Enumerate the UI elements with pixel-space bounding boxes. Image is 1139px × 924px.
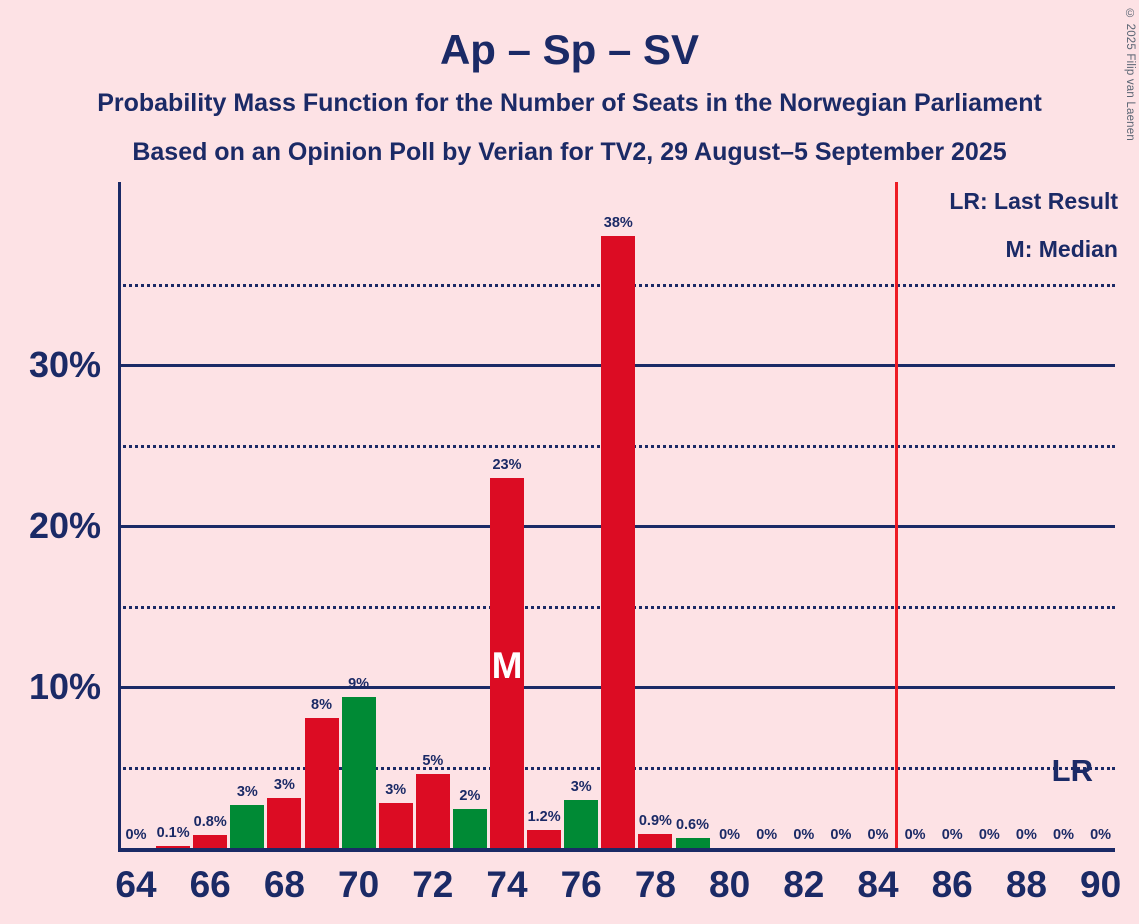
bar-label-seat-69: 8%	[311, 696, 332, 713]
median-marker: M	[491, 645, 523, 686]
bar-seat-67	[230, 804, 265, 848]
bar-seat-78	[638, 833, 673, 848]
x-tick-72: 72	[412, 864, 454, 905]
chart-title: Ap – Sp – SV	[439, 26, 700, 73]
y-axis	[118, 182, 121, 851]
bar-label-seat-76: 3%	[570, 778, 592, 795]
bar-seat-70	[341, 696, 376, 848]
x-tick-88: 88	[1005, 864, 1047, 905]
x-tick-86: 86	[931, 864, 973, 905]
x-tick-84: 84	[857, 864, 899, 905]
y-tick-30pct: 30%	[28, 344, 101, 385]
bar-seat-69	[304, 717, 339, 848]
bar-label-seat-66: 0.8%	[193, 814, 227, 831]
bar-label-seat-83: 0%	[830, 827, 852, 843]
x-tick-68: 68	[263, 864, 305, 905]
bar-label-seat-85: 0%	[904, 827, 926, 843]
bar-label-seat-80: 0%	[719, 827, 741, 843]
x-tick-76: 76	[560, 864, 602, 905]
bar-label-seat-68: 3%	[273, 777, 295, 794]
copyright-notice: © 2025 Filip van Laenen	[1124, 8, 1136, 141]
bar-label-seat-73: 2%	[459, 788, 481, 805]
x-axis	[118, 848, 1115, 852]
bar-label-seat-90: 0%	[1090, 827, 1112, 843]
last-result-label: LR	[1051, 753, 1093, 788]
bar-seat-72	[415, 773, 450, 848]
bar-label-seat-75: 1.2%	[527, 809, 561, 826]
bar-label-seat-77: 38%	[603, 215, 633, 232]
bar-seat-73	[452, 809, 487, 848]
legend-median: M: Median	[1005, 236, 1118, 262]
y-tick-20pct: 20%	[28, 505, 101, 546]
bar-label-seat-79: 0.6%	[675, 817, 710, 834]
legend-last-result: LR: Last Result	[949, 188, 1118, 214]
x-tick-82: 82	[783, 864, 825, 905]
x-tick-64: 64	[115, 864, 157, 905]
x-tick-70: 70	[338, 864, 380, 905]
y-tick-10pct: 10%	[28, 666, 101, 707]
bar-label-seat-81: 0%	[756, 827, 778, 843]
bar-label-seat-82: 0%	[793, 827, 815, 843]
bar-label-seat-78: 0.9%	[638, 812, 672, 829]
bar-seat-79	[675, 838, 710, 848]
bar-seat-77	[601, 236, 636, 848]
bar-label-seat-89: 0%	[1053, 827, 1074, 843]
bar-seat-71	[378, 802, 413, 848]
chart-source-line: Based on an Opinion Poll by Verian for T…	[132, 138, 1007, 166]
bar-label-seat-74: 23%	[492, 456, 522, 473]
x-tick-66: 66	[189, 864, 231, 905]
bar-label-seat-70: 9%	[348, 675, 370, 692]
bar-label-seat-72: 5%	[422, 752, 444, 769]
chart-subtitle: Probability Mass Function for the Number…	[97, 89, 1042, 117]
bar-seat-66	[193, 835, 228, 848]
bar-label-seat-88: 0%	[1015, 827, 1037, 843]
bar-seat-75	[527, 830, 562, 848]
bar-seat-65	[156, 846, 191, 848]
bar-label-seat-64: 0%	[125, 827, 147, 843]
bar-seat-76	[564, 799, 599, 848]
bar-label-seat-67: 3%	[236, 783, 258, 800]
last-result-line	[895, 182, 899, 848]
bar-label-seat-84: 0%	[867, 827, 889, 843]
x-tick-80: 80	[709, 864, 751, 905]
bar-seat-68	[267, 798, 302, 848]
bar-label-seat-86: 0%	[941, 827, 963, 843]
bar-label-seat-71: 3%	[385, 781, 407, 798]
bar-seat-74	[490, 477, 524, 848]
bar-label-seat-65: 0.1%	[156, 825, 190, 842]
x-tick-74: 74	[486, 864, 528, 905]
x-tick-90: 90	[1080, 864, 1122, 905]
x-tick-78: 78	[634, 864, 676, 905]
bar-label-seat-87: 0%	[978, 827, 1000, 843]
